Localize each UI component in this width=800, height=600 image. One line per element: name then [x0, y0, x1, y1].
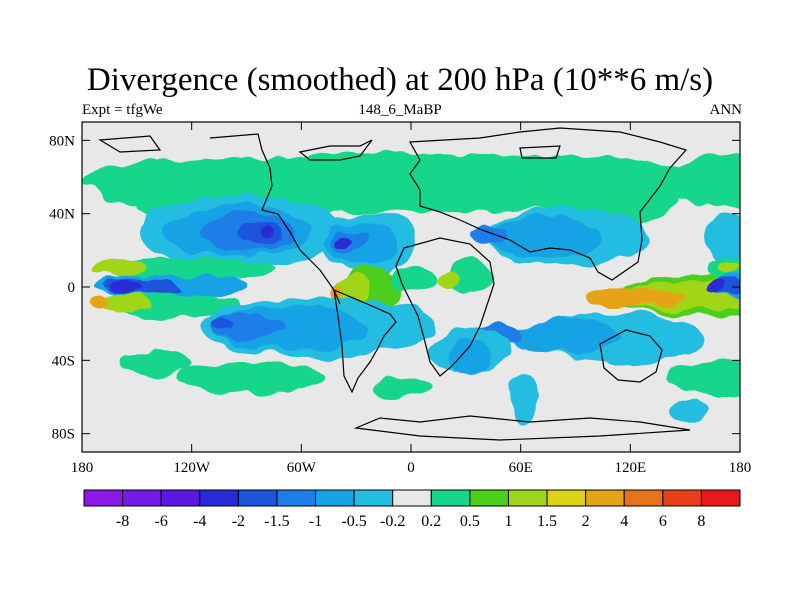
- case-label: 148_6_MaBP: [358, 102, 442, 118]
- colorbar-swatch: [623, 489, 664, 507]
- field-as-blue: [465, 224, 507, 247]
- x-tick-label: 120E: [614, 460, 646, 476]
- colorbar-label: -6: [155, 513, 168, 530]
- x-tick-label: 60W: [287, 460, 317, 476]
- coastline-australia: [599, 329, 663, 383]
- season-label: ANN: [709, 102, 743, 118]
- colorbar-label: 1: [504, 513, 512, 530]
- coastline-arctic-islands: [98, 135, 561, 159]
- colorbar-swatch: [237, 489, 278, 507]
- field-eq-w-dark: [109, 281, 143, 293]
- colorbar-label: -1: [309, 513, 322, 530]
- field-af-yellow: [438, 268, 461, 288]
- y-tick-label: 0: [68, 280, 76, 296]
- x-tick-label: 180: [71, 460, 94, 476]
- field-so-cyan-b: [666, 400, 708, 423]
- divergence-field: [82, 153, 740, 423]
- coastline-antarctica: [353, 415, 691, 441]
- field-n-east: [666, 155, 740, 207]
- field-eq-w-yellow: [91, 259, 146, 278]
- colorbar-label: 2: [582, 513, 590, 530]
- colorbar-label: -2: [232, 513, 245, 530]
- colorbar-swatch: [662, 489, 702, 507]
- colorbar-swatch: [276, 489, 317, 507]
- colorbar: -8 -6 -4 -2 -1.5 -1 -0.5 -0.2 0.2 0.5 1 1.5 2 4 6 8: [83, 489, 741, 530]
- colorbar-label: 0.5: [460, 513, 480, 530]
- colorbar-swatch: [122, 489, 162, 507]
- colorbar-swatch: [546, 489, 587, 507]
- colorbar-swatch: [430, 489, 471, 507]
- colorbar-swatch: [700, 489, 741, 507]
- coastline-eurasia: [409, 127, 688, 281]
- colorbar-label: 4: [620, 513, 628, 530]
- field-ss-core: [209, 318, 236, 330]
- colorbar-label: -8: [116, 513, 129, 530]
- field-ep-dark: [707, 281, 724, 293]
- colorbar-swatch: [469, 489, 509, 507]
- field-n-europe: [392, 178, 457, 212]
- field-so-green-w: [173, 362, 329, 396]
- x-tick-label: 120W: [173, 460, 211, 476]
- colorbar-label: 6: [659, 513, 667, 530]
- field-na-dark: [261, 226, 278, 242]
- y-tick-label: 40N: [49, 207, 75, 223]
- coastline-greenland: [298, 139, 373, 161]
- field-io-orange: [584, 287, 686, 306]
- colorbar-label: 8: [697, 513, 705, 530]
- colorbar-swatch: [353, 489, 394, 507]
- x-tick-label: 0: [407, 460, 415, 476]
- coastline-north-america: [209, 133, 341, 305]
- chart-title: Divergence (smoothed) at 200 hPa (10**6 …: [86, 62, 714, 98]
- field-so-green-s: [118, 353, 192, 375]
- field-atl-pos: [392, 266, 439, 293]
- x-tick-label: 60E: [509, 460, 533, 476]
- y-tick-label: 80S: [52, 427, 75, 443]
- colorbar-swatch: [507, 489, 548, 507]
- field-sio-mid: [511, 318, 622, 355]
- y-tick-label: 40S: [52, 353, 75, 369]
- y-tick-label: 80N: [49, 133, 75, 149]
- colorbar-label: 1.5: [537, 513, 557, 530]
- coastline-outline: [98, 127, 691, 441]
- coastline-africa: [395, 237, 495, 377]
- field-saf-mid: [447, 338, 494, 375]
- axes: 180 120W 60W 0 60E 120E 180 80N 40N 0 40S 80S: [49, 122, 751, 476]
- field-atl-dark: [337, 235, 353, 247]
- colorbar-label: -0.5: [341, 513, 366, 530]
- field-np-cyan: [703, 211, 740, 264]
- field-as-mid: [484, 217, 603, 258]
- colorbar-label: -0.2: [380, 513, 405, 530]
- field-ep-yellow: [718, 261, 740, 276]
- field-eq-w-s-yellow: [100, 294, 152, 313]
- colorbar-label: -4: [193, 513, 206, 530]
- colorbar-swatch: [83, 489, 124, 507]
- field-so-green-e: [666, 360, 740, 397]
- field-af-green: [447, 259, 494, 297]
- colorbar-swatch: [315, 489, 355, 507]
- coastline-south-america: [333, 289, 397, 394]
- colorbar-swatch: [199, 489, 239, 507]
- field-eq-w-s-orange: [91, 298, 110, 309]
- field-sa-yellow: [334, 276, 371, 306]
- colorbar-label: 0.2: [421, 513, 441, 530]
- colorbar-swatch: [585, 489, 625, 507]
- experiment-label: Expt = tfgWe: [82, 102, 163, 118]
- x-tick-label: 180: [729, 460, 752, 476]
- field-so-green-m: [374, 376, 430, 399]
- field-so-cyan-a: [511, 371, 539, 423]
- field-sa-orange: [328, 285, 344, 300]
- colorbar-label: -1.5: [264, 513, 289, 530]
- field-na-core: [237, 221, 285, 247]
- colorbar-swatch: [392, 489, 432, 507]
- colorbar-swatch: [160, 489, 201, 507]
